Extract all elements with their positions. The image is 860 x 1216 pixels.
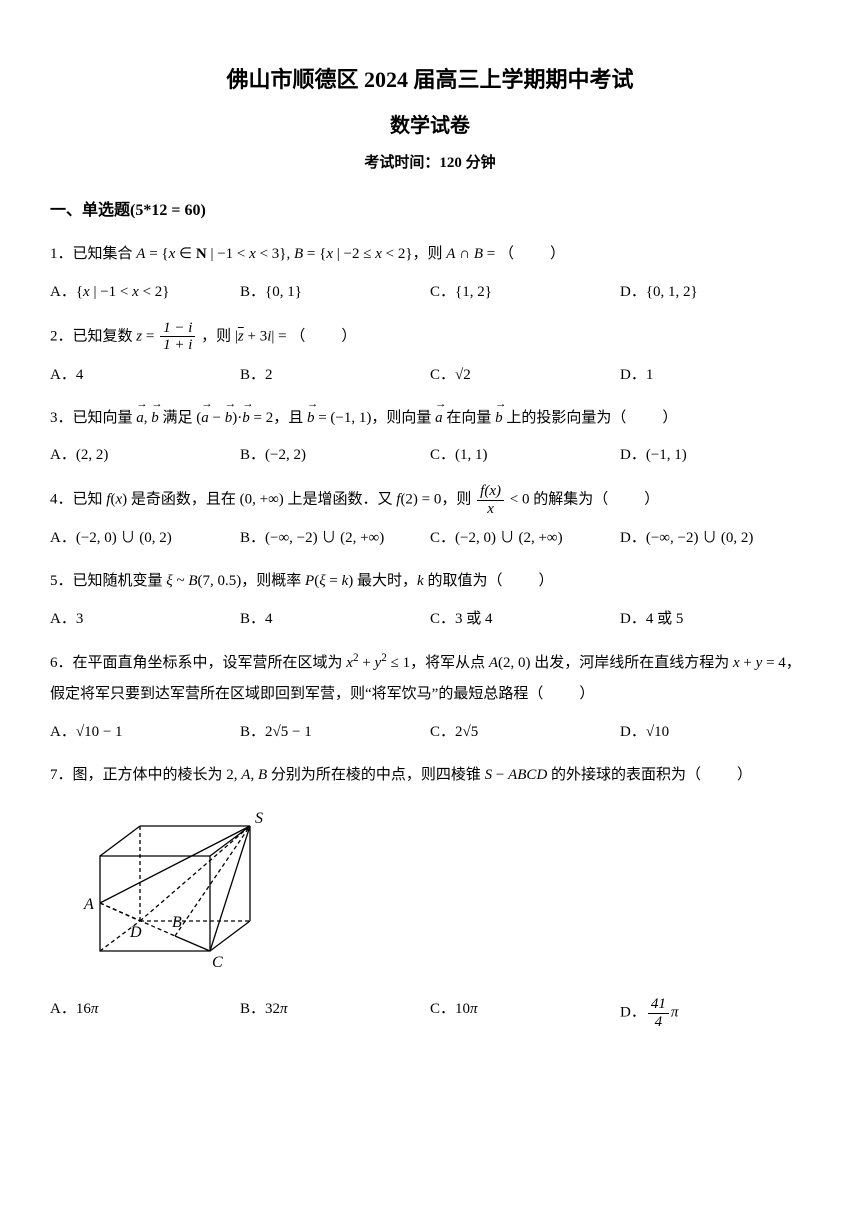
q6-option-d: D．√10 [620,719,810,746]
q7-option-c: C．10π [430,996,620,1030]
exam-time: 考试时间：120 分钟 [50,150,810,177]
q5-option-b: B．4 [240,606,430,633]
q2-num: 2． [50,328,73,344]
q5-num: 5． [50,573,73,589]
question-5: 5．已知随机变量 ξ ~ B(7, 0.5)，则概率 P(ξ = k) 最大时，… [50,566,810,598]
q3-options: A．(2, 2) B．(−2, 2) C．(1, 1) D．(−1, 1) [50,442,810,469]
q2-option-b: B．2 [240,362,430,389]
q3-option-b: B．(−2, 2) [240,442,430,469]
page-title: 佛山市顺德区 2024 届高三上学期期中考试 [50,60,810,100]
q7-option-d: D．414π [620,996,810,1030]
svg-text:D: D [129,924,142,941]
svg-text:A: A [83,896,94,913]
q6-option-b: B．2√5 − 1 [240,719,430,746]
q1-options: A．{x | −1 < x < 2} B．{0, 1} C．{1, 2} D．{… [50,279,810,306]
question-3: 3．已知向量 a, b 满足 (a − b)·b = 2，且 b = (−1, … [50,403,810,435]
question-2: 2．已知复数 z = 1 − i1 + i ，则 |z + 3i| = （ ） [50,320,810,354]
question-7: 7．图，正方体中的棱长为 2, A, B 分别为所在棱的中点，则四棱锥 S − … [50,760,810,792]
q4-options: A．(−2, 0) ∪ (0, 2) B．(−∞, −2) ∪ (2, +∞) … [50,525,810,552]
q7-option-a: A．16π [50,996,240,1030]
q7-num: 7． [50,767,73,783]
q1-option-b: B．{0, 1} [240,279,430,306]
q2-option-d: D．1 [620,362,810,389]
q1-option-c: C．{1, 2} [430,279,620,306]
q6-option-c: C．2√5 [430,719,620,746]
q1-num: 1． [50,246,73,262]
q4-option-d: D．(−∞, −2) ∪ (0, 2) [620,525,810,552]
q5-option-a: A．3 [50,606,240,633]
q3-num: 3． [50,410,73,426]
q4-num: 4． [50,492,73,508]
q5-option-d: D．4 或 5 [620,606,810,633]
q4-option-a: A．(−2, 0) ∪ (0, 2) [50,525,240,552]
svg-text:S: S [255,810,263,827]
q5-options: A．3 B．4 C．3 或 4 D．4 或 5 [50,606,810,633]
q3-option-c: C．(1, 1) [430,442,620,469]
page-subtitle: 数学试卷 [50,108,810,144]
q4-option-b: B．(−∞, −2) ∪ (2, +∞) [240,525,430,552]
q6-num: 6． [50,655,73,671]
q7-option-b: B．32π [240,996,430,1030]
q2-option-a: A．4 [50,362,240,389]
question-1: 1．已知集合 A = {x ∈ N | −1 < x < 3}, B = {x … [50,239,810,271]
q6-options: A．√10 − 1 B．2√5 − 1 C．2√5 D．√10 [50,719,810,746]
question-6: 6．在平面直角坐标系中，设军营所在区域为 x2 + y2 ≤ 1，将军从点 A(… [50,647,810,711]
q7-figure: S A B C D [60,801,810,986]
section-header: 一、单选题(5*12 = 60) [50,197,810,226]
q7-options: A．16π B．32π C．10π D．414π [50,996,810,1030]
q3-option-a: A．(2, 2) [50,442,240,469]
q3-option-d: D．(−1, 1) [620,442,810,469]
q4-option-c: C．(−2, 0) ∪ (2, +∞) [430,525,620,552]
svg-text:B: B [172,914,182,931]
q1-option-d: D．{0, 1, 2} [620,279,810,306]
q1-option-a: A．{x | −1 < x < 2} [50,279,240,306]
q2-options: A．4 B．2 C．√2 D．1 [50,362,810,389]
q2-option-c: C．√2 [430,362,620,389]
question-4: 4．已知 f(x) 是奇函数，且在 (0, +∞) 上是增函数．又 f(2) =… [50,483,810,517]
q6-option-a: A．√10 − 1 [50,719,240,746]
q5-option-c: C．3 或 4 [430,606,620,633]
svg-text:C: C [212,954,223,971]
